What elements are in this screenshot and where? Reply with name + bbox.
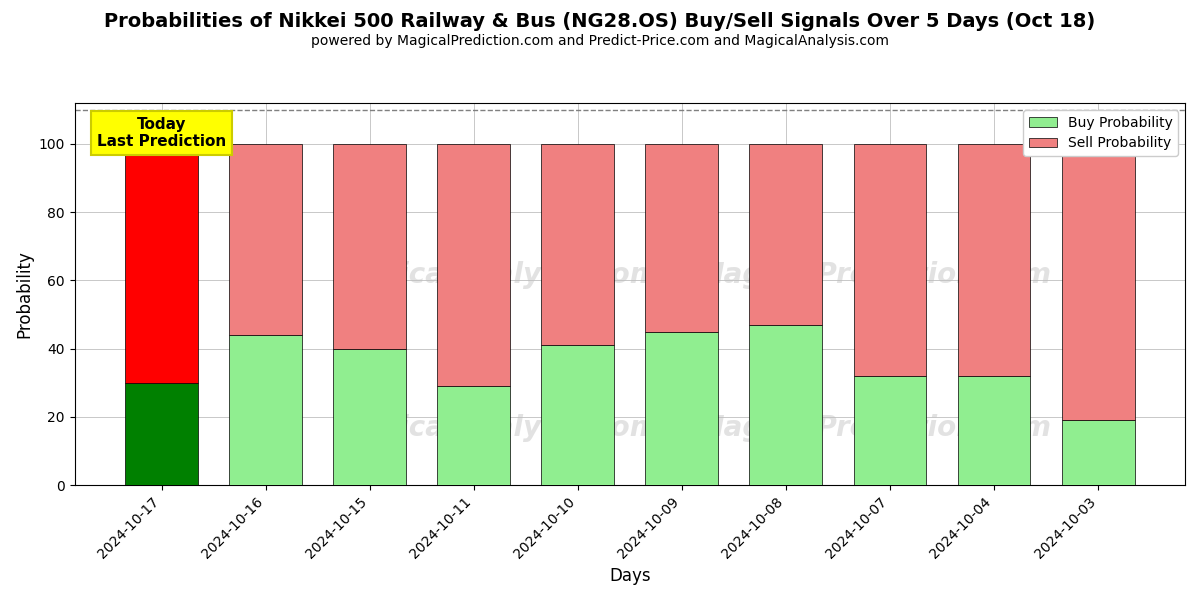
- Bar: [229, 335, 302, 485]
- Text: Today
Last Prediction: Today Last Prediction: [97, 116, 226, 149]
- Text: MagicalPrediction.com: MagicalPrediction.com: [697, 414, 1051, 442]
- Bar: [853, 376, 926, 485]
- Bar: [125, 383, 198, 485]
- Bar: [229, 144, 302, 335]
- Text: MagicalAnalysis.com: MagicalAnalysis.com: [334, 261, 659, 289]
- Bar: [541, 144, 614, 345]
- Bar: [541, 345, 614, 485]
- Y-axis label: Probability: Probability: [16, 250, 34, 338]
- Bar: [334, 349, 406, 485]
- Bar: [334, 144, 406, 349]
- Bar: [125, 144, 198, 383]
- Text: Probabilities of Nikkei 500 Railway & Bus (NG28.OS) Buy/Sell Signals Over 5 Days: Probabilities of Nikkei 500 Railway & Bu…: [104, 12, 1096, 31]
- Bar: [750, 144, 822, 325]
- X-axis label: Days: Days: [610, 567, 650, 585]
- Bar: [958, 144, 1031, 376]
- Text: powered by MagicalPrediction.com and Predict-Price.com and MagicalAnalysis.com: powered by MagicalPrediction.com and Pre…: [311, 34, 889, 48]
- Bar: [750, 325, 822, 485]
- Bar: [1062, 421, 1134, 485]
- Text: MagicalAnalysis.com: MagicalAnalysis.com: [334, 414, 659, 442]
- Text: MagicalPrediction.com: MagicalPrediction.com: [697, 261, 1051, 289]
- Bar: [437, 144, 510, 386]
- Bar: [853, 144, 926, 376]
- Bar: [958, 376, 1031, 485]
- Bar: [646, 332, 719, 485]
- Legend: Buy Probability, Sell Probability: Buy Probability, Sell Probability: [1024, 110, 1178, 156]
- Bar: [646, 144, 719, 332]
- Bar: [437, 386, 510, 485]
- Bar: [1062, 144, 1134, 421]
